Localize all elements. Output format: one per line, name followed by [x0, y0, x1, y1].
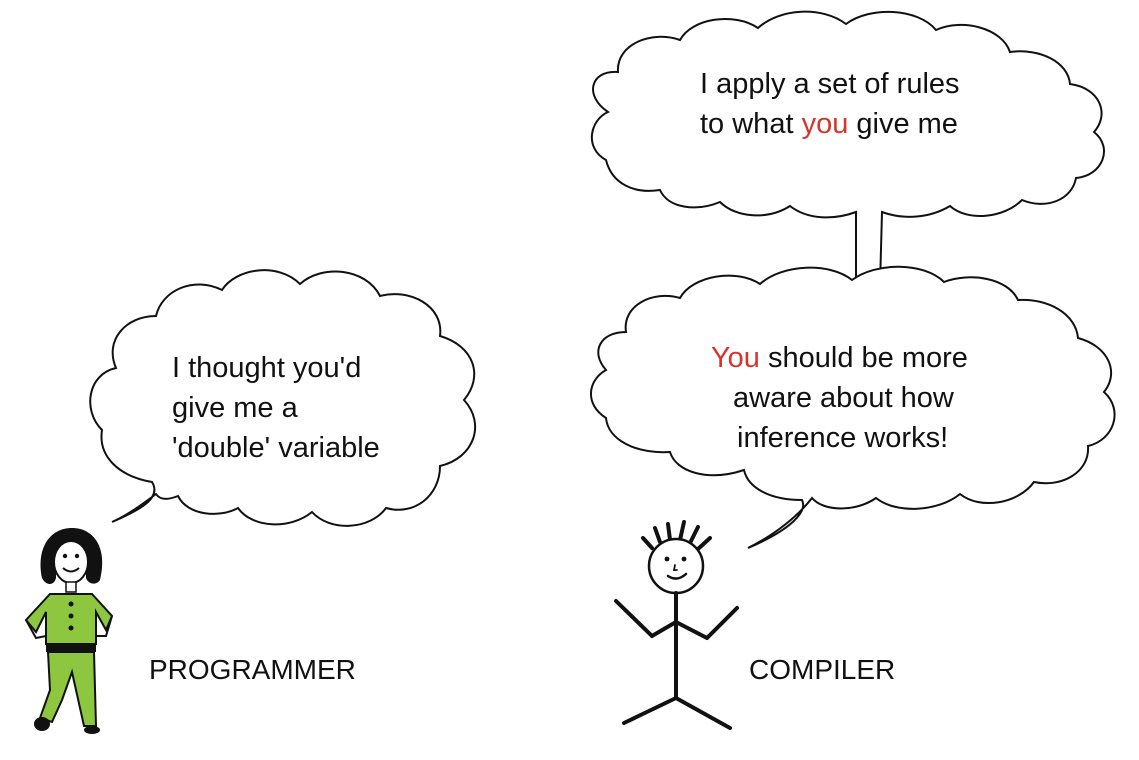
programmer-bubble-line-2: give me a: [172, 392, 298, 424]
programmer-belt: [46, 644, 96, 652]
programmer-trousers: [38, 651, 98, 727]
compiler-label: COMPILER: [749, 654, 896, 685]
compiler-speech-line-3: inference works!: [737, 422, 949, 454]
programmer-figure: [24, 528, 114, 734]
compiler-thought-highlight: you: [801, 108, 849, 140]
programmer-speech-bubble: [89, 269, 477, 527]
compiler-thought-line-1: I apply a set of rules: [700, 68, 960, 100]
compiler-thought-line-2: to what you give me: [700, 104, 958, 144]
programmer-face: [53, 540, 89, 584]
compiler-thought-text-before: to what: [700, 108, 802, 140]
compiler-speech-text-after: should be more: [759, 342, 968, 374]
compiler-figure: [614, 520, 739, 730]
compiler-speech-line-1: You should be more: [711, 338, 968, 378]
compiler-head: [647, 537, 705, 595]
programmer-bubble-line-3: 'double' variable: [172, 432, 380, 464]
programmer-bubble-line-1: I thought you'd: [172, 352, 362, 384]
compiler-thought-cloud: [590, 10, 1105, 287]
programmer-label: PROGRAMMER: [149, 654, 356, 685]
compiler-speech-bubble: [590, 265, 1116, 549]
compiler-speech-highlight: You: [711, 342, 760, 374]
compiler-thought-text-after: give me: [848, 108, 958, 140]
compiler-speech-line-2: aware about how: [733, 382, 954, 414]
